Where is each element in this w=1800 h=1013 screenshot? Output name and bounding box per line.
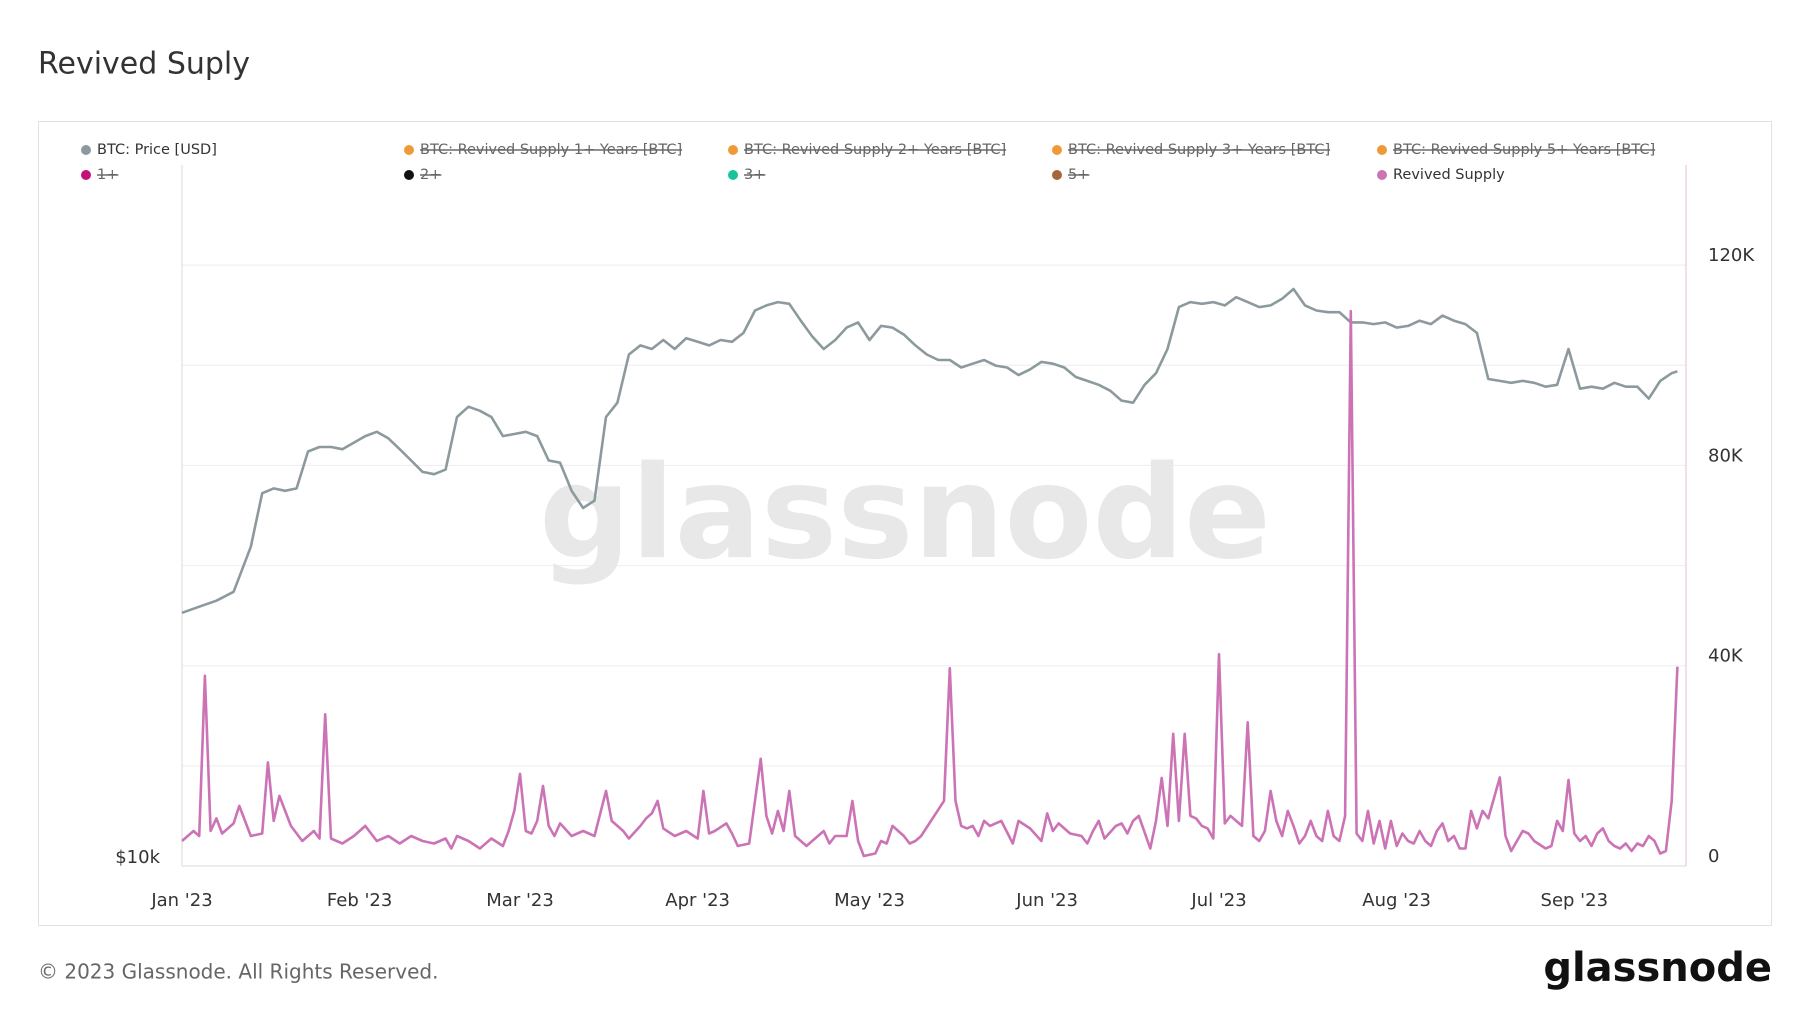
x-tick-label: Jan '23 — [150, 890, 212, 911]
legend-item: BTC: Revived Supply 5+ Years [BTC] — [1377, 142, 1655, 158]
legend-swatch — [404, 170, 414, 180]
legend-label: BTC: Revived Supply 1+ Years [BTC] — [420, 142, 682, 158]
legend-swatch — [81, 145, 91, 155]
x-tick-label: May '23 — [834, 890, 905, 911]
legend-swatch — [728, 170, 738, 180]
footer: © 2023 Glassnode. All Rights Reserved. — [38, 960, 438, 984]
legend-swatch — [81, 170, 91, 180]
legend-swatch — [404, 145, 414, 155]
x-tick-label: Jul '23 — [1190, 890, 1246, 911]
legend-item: BTC: Revived Supply 2+ Years [BTC] — [728, 142, 1006, 158]
legend-label: 2+ — [420, 167, 441, 183]
x-tick-label: Sep '23 — [1541, 890, 1609, 911]
legend-swatch — [1377, 145, 1387, 155]
watermark: glassnode — [539, 439, 1271, 588]
legend-item: 2+ — [404, 167, 441, 183]
y2-tick-label: 120K — [1708, 245, 1755, 266]
legend-item: 5+ — [1052, 167, 1089, 183]
y2-tick-label: 80K — [1708, 445, 1744, 466]
x-tick-label: Aug '23 — [1362, 890, 1431, 911]
legend-label: BTC: Price [USD] — [97, 142, 217, 158]
legend-swatch — [1052, 145, 1062, 155]
x-tick-label: Feb '23 — [327, 890, 392, 911]
legend-item: Revived Supply — [1377, 167, 1505, 183]
logo: glassnode — [1543, 945, 1772, 991]
legend-item: BTC: Revived Supply 1+ Years [BTC] — [404, 142, 682, 158]
legend-label: Revived Supply — [1393, 167, 1505, 183]
chart-frame — [38, 121, 1772, 926]
series-line — [181, 287, 1678, 615]
legend-label: BTC: Revived Supply 2+ Years [BTC] — [744, 142, 1006, 158]
series-line — [181, 309, 1679, 858]
legend-label: 1+ — [97, 167, 118, 183]
legend-item: BTC: Revived Supply 3+ Years [BTC] — [1052, 142, 1330, 158]
legend-label: 3+ — [744, 167, 765, 183]
y2-tick-label: 40K — [1708, 646, 1744, 667]
x-tick-label: Jun '23 — [1015, 890, 1078, 911]
y-tick-label: $10k — [115, 847, 160, 868]
legend-label: BTC: Revived Supply 5+ Years [BTC] — [1393, 142, 1655, 158]
legend-swatch — [1377, 170, 1387, 180]
legend-item: 3+ — [728, 167, 765, 183]
legend-swatch — [728, 145, 738, 155]
legend-item: BTC: Price [USD] — [81, 142, 217, 158]
legend-item: 1+ — [81, 167, 118, 183]
legend-label: BTC: Revived Supply 3+ Years [BTC] — [1068, 142, 1330, 158]
x-tick-label: Mar '23 — [486, 890, 554, 911]
legend-swatch — [1052, 170, 1062, 180]
chart-title: Revived Suply — [38, 47, 250, 82]
legend-label: 5+ — [1068, 167, 1089, 183]
y2-tick-label: 0 — [1708, 846, 1719, 867]
x-tick-label: Apr '23 — [665, 890, 730, 911]
